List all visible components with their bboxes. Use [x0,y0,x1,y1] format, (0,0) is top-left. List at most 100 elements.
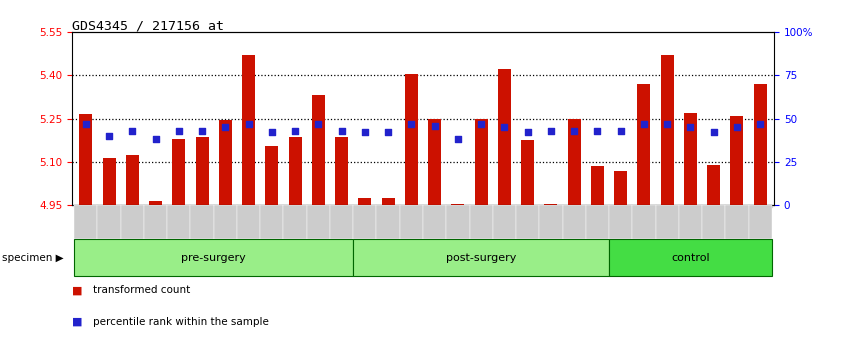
Point [591,128,604,133]
Point [125,128,139,133]
Point [172,128,185,133]
Point [730,125,744,130]
Bar [121,205,144,207]
Point [661,121,674,127]
Bar [335,137,348,205]
Bar [470,205,492,207]
Bar [656,205,678,239]
Bar [498,69,511,205]
Bar [702,205,725,239]
Bar [74,205,97,239]
Bar [428,119,441,205]
Bar [330,205,354,207]
Point [521,130,535,135]
Bar [591,166,604,205]
Bar [609,239,772,276]
Bar [376,205,400,239]
Bar [359,198,371,205]
Bar [661,55,673,205]
Bar [614,171,627,205]
Point [404,121,418,127]
Text: transformed count: transformed count [93,285,190,295]
Bar [452,204,464,205]
Bar [144,205,168,207]
Bar [97,205,121,207]
Point [451,137,464,142]
Bar [585,205,609,239]
Text: GDS4345 / 217156_at: GDS4345 / 217156_at [72,19,224,33]
Text: specimen ▶: specimen ▶ [2,252,63,263]
Bar [545,204,558,205]
Bar [190,205,214,239]
Bar [376,205,400,207]
Bar [563,205,585,239]
Bar [730,116,744,205]
Bar [405,74,418,205]
Point [614,128,628,133]
Point [568,128,581,133]
Bar [266,146,278,205]
Bar [242,55,255,205]
Text: pre-surgery: pre-surgery [181,252,246,263]
Bar [354,239,609,276]
Point [242,121,255,127]
Bar [516,205,539,239]
Bar [382,198,394,205]
Point [218,125,232,130]
Bar [423,205,446,207]
Bar [423,205,446,239]
Bar [754,84,766,205]
Bar [195,137,208,205]
Point [475,121,488,127]
Bar [307,205,330,207]
Point [382,130,395,135]
Point [754,121,767,127]
Point [265,130,278,135]
Point [79,121,92,127]
Bar [678,205,702,207]
Bar [702,205,725,207]
Bar [312,96,325,205]
Bar [749,205,772,207]
Bar [684,113,697,205]
Bar [173,139,185,205]
Bar [283,205,307,207]
Bar [237,205,261,239]
Bar [354,205,376,239]
Bar [568,119,580,205]
Point [195,128,209,133]
Bar [307,205,330,239]
Bar [470,205,492,239]
Bar [521,140,534,205]
Bar [609,205,632,207]
Bar [144,205,168,239]
Bar [149,201,162,205]
Bar [725,205,749,239]
Point [102,133,116,139]
Bar [74,239,354,276]
Bar [97,205,121,239]
Bar [656,205,678,207]
Point [497,125,511,130]
Bar [516,205,539,207]
Bar [214,205,237,239]
Text: post-surgery: post-surgery [446,252,516,263]
Bar [283,205,307,239]
Bar [632,205,656,239]
Point [637,121,651,127]
Bar [102,158,116,205]
Bar [190,205,214,207]
Bar [446,205,470,239]
Bar [168,205,190,207]
Bar [632,205,656,207]
Bar [563,205,585,207]
Point [288,128,302,133]
Point [544,128,558,133]
Bar [400,205,423,207]
Bar [261,205,283,207]
Text: ■: ■ [72,285,82,295]
Bar [609,205,632,239]
Bar [492,205,516,207]
Bar [400,205,423,239]
Bar [678,205,702,239]
